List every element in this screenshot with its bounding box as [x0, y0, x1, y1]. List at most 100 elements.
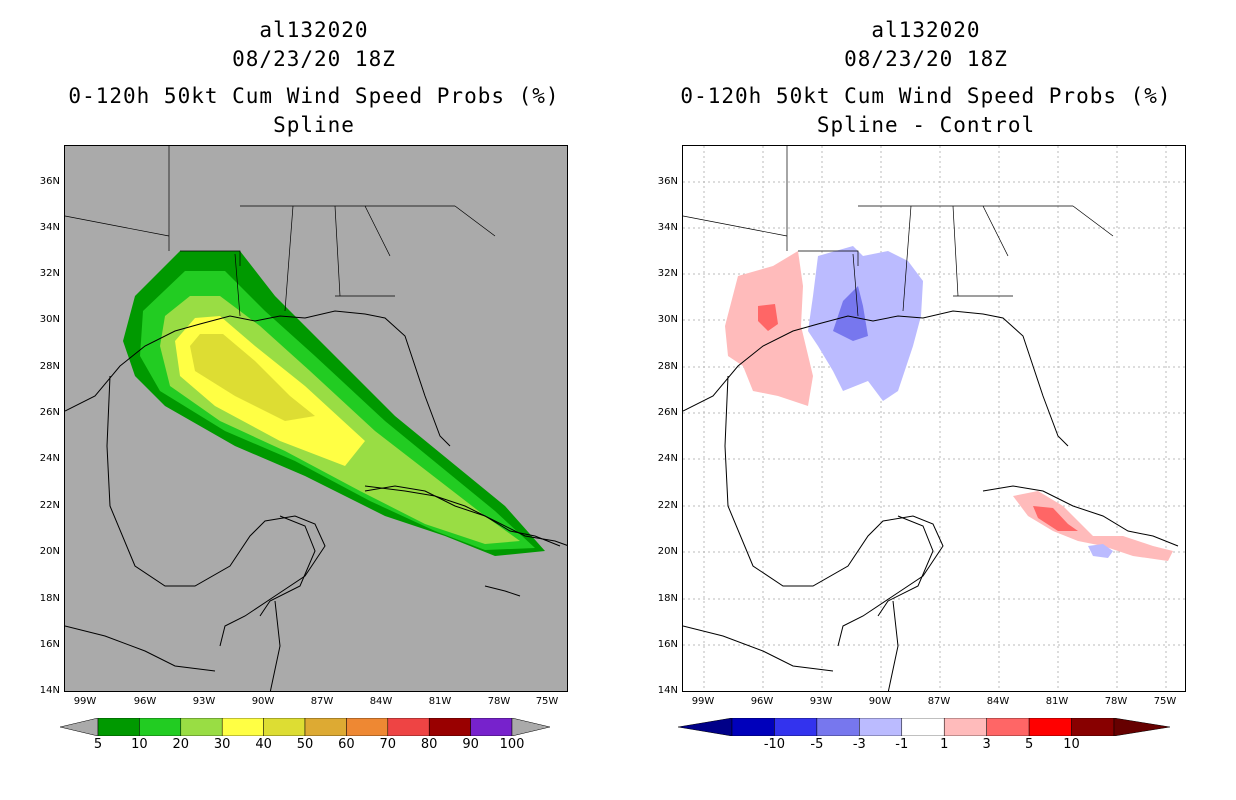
- right-lat-label: 30N: [657, 314, 678, 325]
- left-lon-label: 90W: [251, 696, 275, 707]
- right-gridlines: [683, 146, 1185, 691]
- right-colorbar-label: 3: [982, 737, 991, 752]
- cuba-outline: [364, 485, 561, 547]
- right-title-product: 0-120h 50kt Cum Wind Speed Probs (%): [680, 84, 1172, 108]
- right-lon-label: 90W: [868, 696, 892, 707]
- left-colorbar-label: 10: [131, 737, 148, 752]
- right-map-svg: [683, 146, 1185, 691]
- right-lon-label: 93W: [809, 696, 833, 707]
- left-lon-label: 87W: [310, 696, 334, 707]
- right-colorbar-cell: [1071, 718, 1115, 736]
- left-lon-label: 99W: [73, 696, 97, 707]
- gulf-coastline: [65, 310, 567, 672]
- left-colorbar-label: 70: [379, 737, 397, 752]
- left-title-product: 0-120h 50kt Cum Wind Speed Probs (%): [68, 84, 560, 108]
- right-lat-label: 14N: [657, 685, 678, 696]
- right-colorbar-cell: [859, 718, 903, 736]
- left-colorbar-label: 20: [172, 737, 190, 752]
- left-colorbar-cell: [180, 718, 223, 736]
- left-lat-label: 16N: [39, 639, 60, 650]
- left-lat-label: 28N: [39, 361, 60, 372]
- right-lat-label: 16N: [657, 639, 678, 650]
- left-colorbar-label: 50: [296, 737, 314, 752]
- right-colorbar-cell: [816, 718, 860, 736]
- left-colorbar-label: 40: [255, 737, 272, 752]
- right-lon-label: 96W: [750, 696, 774, 707]
- gulf-coastline-right: [683, 310, 1069, 672]
- left-lat-label: 30N: [39, 314, 60, 325]
- right-lon-label: 75W: [1153, 696, 1177, 707]
- diff-negative-louisiana-core: [833, 286, 868, 341]
- right-lat-label: 36N: [657, 176, 678, 187]
- right-map-panel: [682, 145, 1186, 692]
- left-map-panel: [64, 145, 568, 692]
- right-lon-label: 78W: [1104, 696, 1128, 707]
- right-colorbar-cell: [943, 718, 987, 736]
- left-colorbar-label: 80: [420, 737, 438, 752]
- left-lon-label: 81W: [428, 696, 452, 707]
- left-colorbar-label: 60: [338, 737, 355, 752]
- left-lat-label: 22N: [39, 500, 60, 511]
- left-colorbar-cell: [304, 718, 347, 736]
- right-colorbar-high-arrow: [1113, 718, 1171, 736]
- left-lat-label: 20N: [39, 546, 60, 557]
- right-lat-label: 20N: [657, 546, 678, 557]
- left-colorbar-label: 100: [499, 737, 525, 752]
- left-colorbar-cell: [428, 718, 471, 736]
- left-colorbar-cell: [387, 718, 430, 736]
- left-title-storm: al132020: [259, 18, 369, 42]
- right-lon-label: 84W: [986, 696, 1010, 707]
- yucatan-outline-right: [877, 515, 934, 691]
- left-lat-label: 24N: [39, 453, 60, 464]
- right-colorbar-label: -5: [810, 737, 824, 752]
- right-lon-label: 87W: [927, 696, 951, 707]
- right-colorbar-cell: [731, 718, 775, 736]
- right-lat-label: 24N: [657, 453, 678, 464]
- right-title-storm: al132020: [871, 18, 981, 42]
- yucatan-outline: [259, 515, 316, 691]
- right-colorbar: [678, 718, 1171, 736]
- prob-band-40: [190, 334, 315, 421]
- right-lat-label: 32N: [657, 268, 678, 279]
- right-colorbar-label: -10: [763, 737, 786, 752]
- left-colorbar-cell: [263, 718, 306, 736]
- left-colorbar-cell: [139, 718, 182, 736]
- right-colorbar-label: 1: [940, 737, 949, 752]
- right-title-method: Spline - Control: [816, 113, 1036, 137]
- right-colorbar-cells: [731, 718, 1115, 736]
- left-title: al132020 08/23/20 18Z 0-120h 50kt Cum Wi…: [14, 16, 614, 140]
- right-colorbar-low-arrow: [678, 718, 733, 736]
- right-lat-label: 28N: [657, 361, 678, 372]
- left-colorbar-label: 90: [462, 737, 479, 752]
- left-lat-label: 36N: [39, 176, 60, 187]
- left-lat-label: 14N: [39, 685, 60, 696]
- right-title-date: 08/23/20 18Z: [844, 47, 1008, 71]
- right-colorbar-cell: [774, 718, 818, 736]
- right-lat-label: 34N: [657, 222, 678, 233]
- left-colorbar-low-arrow: [60, 718, 99, 736]
- left-title-method: Spline: [273, 113, 355, 137]
- left-colorbar-cell: [470, 718, 513, 736]
- cuba-outline-right: [982, 485, 1179, 547]
- left-colorbar-high-arrow: [511, 718, 551, 736]
- left-lat-label: 34N: [39, 222, 60, 233]
- right-colorbar-label: 10: [1063, 737, 1080, 752]
- left-lon-label: 96W: [133, 696, 157, 707]
- diff-negative-cuba: [1088, 544, 1113, 558]
- left-lat-label: 32N: [39, 268, 60, 279]
- left-lat-label: 18N: [39, 593, 60, 604]
- left-colorbar-label: 30: [213, 737, 231, 752]
- left-colorbar: [60, 718, 551, 736]
- right-colorbar-cell: [901, 718, 945, 736]
- right-colorbar-cell: [986, 718, 1030, 736]
- left-title-date: 08/23/20 18Z: [232, 47, 396, 71]
- right-lat-label: 22N: [657, 500, 678, 511]
- right-colorbar-cell: [1028, 718, 1072, 736]
- right-colorbar-label: -1: [895, 737, 909, 752]
- right-lat-label: 18N: [657, 593, 678, 604]
- right-title: al132020 08/23/20 18Z 0-120h 50kt Cum Wi…: [626, 16, 1226, 140]
- left-colorbar-cell: [97, 718, 140, 736]
- left-lat-label: 26N: [39, 407, 60, 418]
- left-lon-label: 84W: [369, 696, 393, 707]
- left-lon-label: 75W: [535, 696, 559, 707]
